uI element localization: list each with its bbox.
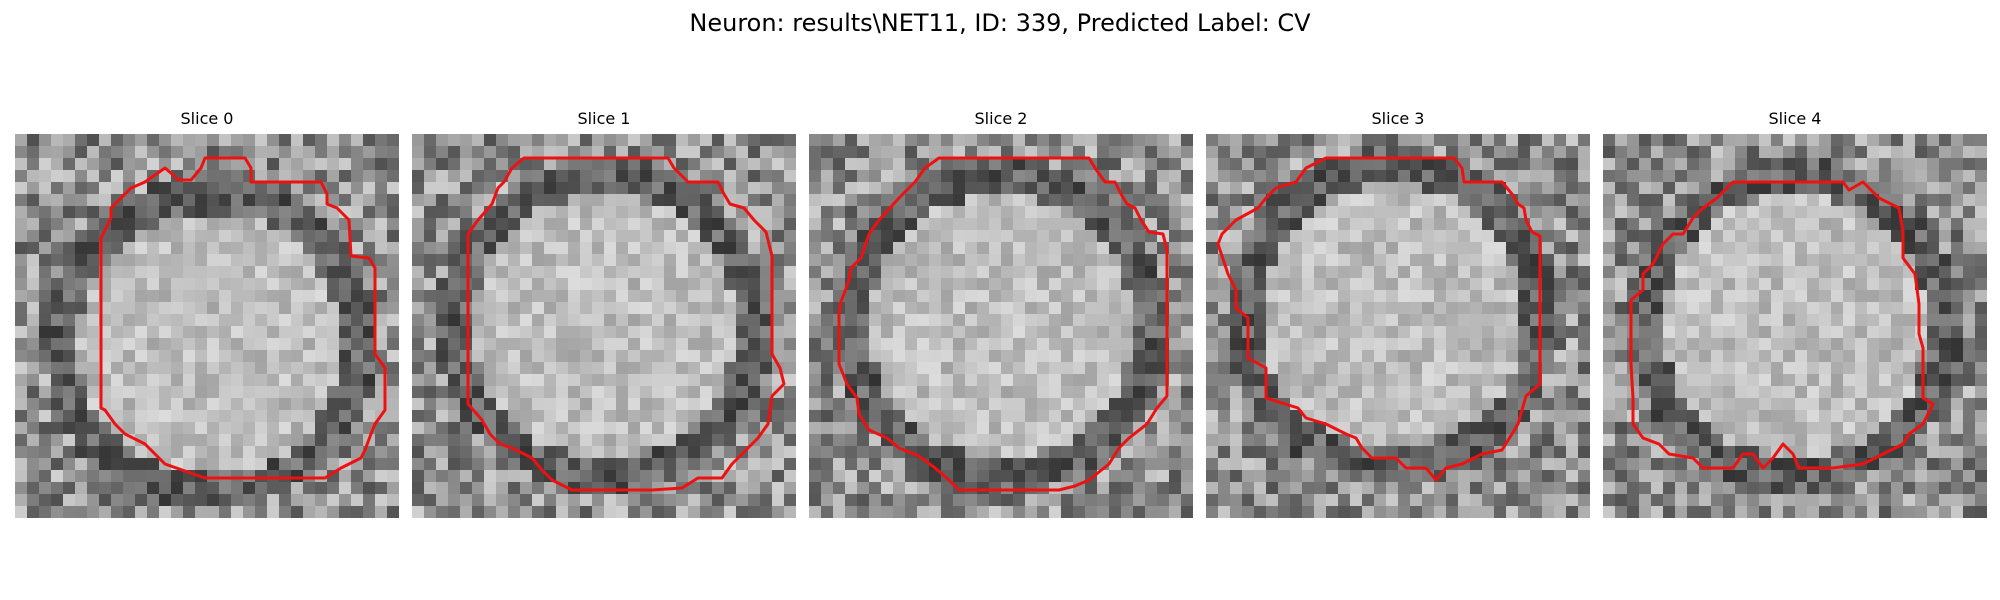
slice-image	[15, 134, 399, 518]
grayscale-tiles	[809, 134, 1193, 518]
slice-image	[809, 134, 1193, 518]
slice-image	[412, 134, 796, 518]
slice-panel-0: Slice 0	[15, 108, 399, 518]
grayscale-tiles	[15, 134, 399, 518]
slice-title: Slice 4	[1768, 109, 1822, 128]
segmentation-contour	[99, 156, 387, 480]
slice-image	[1206, 134, 1590, 518]
slice-panel-3: Slice 3	[1206, 108, 1590, 518]
segmentation-contour	[837, 156, 1169, 492]
slice-title: Slice 3	[1371, 109, 1425, 128]
segmentation-contour	[1216, 156, 1542, 482]
slice-panel-4: Slice 4	[1603, 108, 1987, 518]
segmentation-contour	[466, 156, 786, 492]
slice-panel-2: Slice 2	[809, 108, 1193, 518]
slice-image-svg	[412, 134, 796, 518]
slice-panel-1: Slice 1	[412, 108, 796, 518]
segmentation-contour	[1629, 180, 1935, 470]
slice-image-svg	[809, 134, 1193, 518]
grayscale-tiles	[412, 134, 796, 518]
slice-title: Slice 0	[180, 109, 234, 128]
slice-image	[1603, 134, 1987, 518]
slice-image-svg	[15, 134, 399, 518]
figure-title: Neuron: results\NET11, ID: 339, Predicte…	[689, 9, 1311, 37]
slice-image-svg	[1603, 134, 1987, 518]
slice-title: Slice 2	[974, 109, 1028, 128]
slice-image-svg	[1206, 134, 1590, 518]
slice-title: Slice 1	[577, 109, 631, 128]
grayscale-tiles	[1603, 134, 1987, 518]
